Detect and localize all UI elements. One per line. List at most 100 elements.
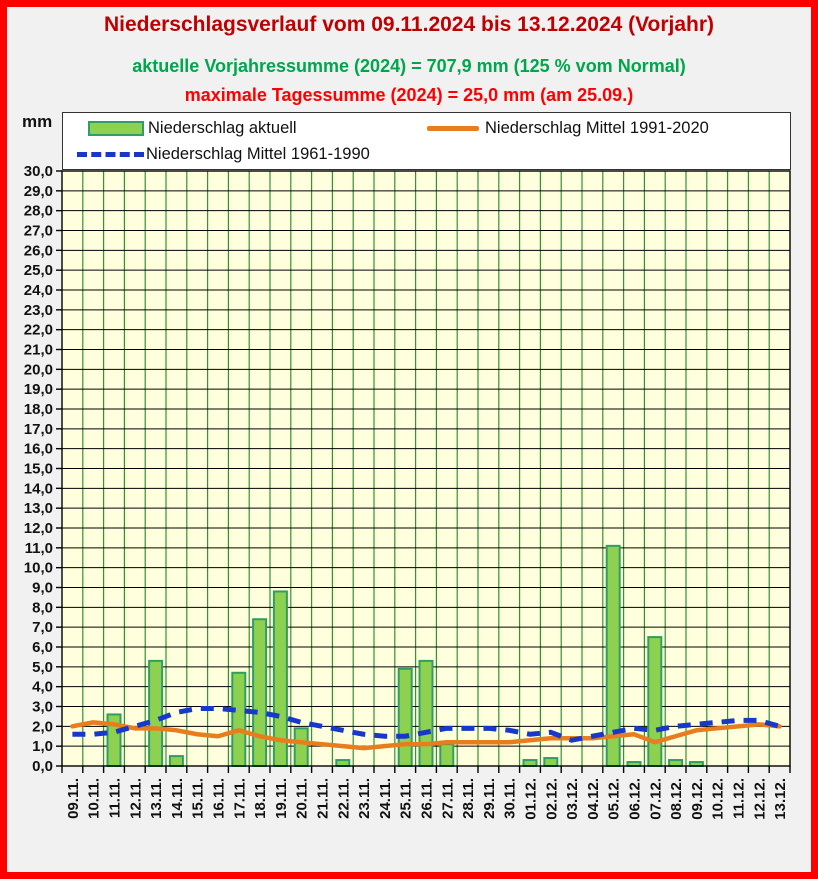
svg-text:2,0: 2,0 (32, 718, 53, 735)
bar (439, 743, 455, 768)
svg-text:03.12.: 03.12. (564, 778, 581, 820)
bar (397, 667, 413, 767)
svg-text:22.11.: 22.11. (335, 778, 352, 819)
svg-text:23,0: 23,0 (24, 302, 53, 319)
bar-swatch-icon (88, 121, 144, 136)
solid-line-swatch-icon (427, 126, 479, 131)
y-axis-labels: 0,0 1,0 2,0 3,0 4,0 5,0 6,0 7,0 8,0 9,0 10,0 11,0 12… (24, 163, 62, 775)
svg-text:26,0: 26,0 (24, 242, 53, 259)
svg-text:17.11.: 17.11. (231, 778, 248, 819)
bar (543, 757, 559, 767)
svg-text:26.11.: 26.11. (419, 778, 436, 819)
svg-text:15.11.: 15.11. (190, 778, 207, 819)
svg-text:23.11.: 23.11. (356, 778, 373, 819)
svg-text:6,0: 6,0 (32, 639, 53, 656)
svg-text:07.12.: 07.12. (647, 778, 664, 820)
svg-text:27.11.: 27.11. (439, 778, 456, 819)
bar (418, 659, 434, 768)
page-title: Niederschlagsverlauf vom 09.11.2024 bis … (103, 13, 715, 36)
svg-text:01.12.: 01.12. (523, 778, 540, 820)
svg-text:18.11.: 18.11. (252, 778, 269, 819)
legend: Niederschlag aktuell Niederschlag Mittel… (62, 112, 791, 170)
svg-text:15,0: 15,0 (24, 461, 53, 478)
svg-text:30,0: 30,0 (24, 163, 53, 180)
bar (668, 759, 684, 767)
bar (231, 671, 247, 767)
svg-text:12.12.: 12.12. (751, 778, 768, 820)
svg-text:14,0: 14,0 (24, 480, 53, 497)
mean-1991-2020-line (70, 720, 782, 751)
legend-item-mean-1991-2020: Niederschlag Mittel 1991-2020 (427, 119, 709, 138)
svg-text:11.12.: 11.12. (731, 778, 748, 819)
svg-text:25,0: 25,0 (24, 262, 53, 279)
svg-text:30.11.: 30.11. (502, 778, 519, 819)
svg-text:8,0: 8,0 (32, 599, 53, 616)
x-axis-labels: 09.11. 10.11. 11.11. 12.11. 13.11. 14.11. 15.1… (61, 766, 791, 820)
svg-text:28,0: 28,0 (24, 203, 53, 220)
legend-item-bars: Niederschlag aktuell (88, 119, 297, 138)
svg-text:09.11.: 09.11. (65, 778, 82, 819)
svg-text:04.12.: 04.12. (585, 778, 602, 820)
svg-text:12,0: 12,0 (24, 520, 53, 537)
svg-text:13.11.: 13.11. (148, 778, 165, 819)
bar (293, 727, 309, 767)
svg-text:18,0: 18,0 (24, 401, 53, 418)
svg-text:11,0: 11,0 (25, 540, 53, 557)
legend-item-mean-1961-1990: Niederschlag Mittel 1961-1990 (77, 145, 370, 164)
legend-label-mean-1961-1990: Niederschlag Mittel 1961-1990 (146, 145, 370, 163)
svg-text:27,0: 27,0 (24, 223, 53, 240)
svg-text:05.12.: 05.12. (606, 778, 623, 820)
svg-text:24.11.: 24.11. (377, 778, 394, 819)
svg-text:5,0: 5,0 (32, 659, 53, 676)
bars-group (106, 544, 704, 768)
mean-1961-1990-dashed-line (72, 705, 781, 743)
svg-text:13,0: 13,0 (24, 500, 53, 517)
svg-text:11.11.: 11.11. (107, 778, 124, 818)
bar (647, 636, 663, 767)
svg-text:28.11.: 28.11. (460, 778, 477, 819)
svg-text:4,0: 4,0 (32, 679, 53, 696)
bar (168, 755, 184, 767)
subtitle-year-sum: aktuelle Vorjahressumme (2024) = 707,9 m… (132, 56, 686, 76)
svg-text:0,0: 0,0 (32, 758, 53, 775)
bar (335, 759, 351, 767)
svg-text:10.11.: 10.11. (86, 778, 103, 819)
svg-text:3,0: 3,0 (32, 699, 53, 716)
svg-text:06.12.: 06.12. (627, 778, 644, 820)
svg-text:29.11.: 29.11. (481, 778, 498, 819)
svg-text:20,0: 20,0 (24, 361, 53, 378)
svg-text:21.11.: 21.11. (315, 778, 332, 819)
svg-text:16.11.: 16.11. (211, 778, 228, 819)
dashed-line-swatch-icon (77, 152, 144, 157)
svg-text:25.11.: 25.11. (398, 778, 415, 819)
svg-text:22,0: 22,0 (24, 322, 53, 339)
y-axis-unit-label: mm (22, 112, 53, 131)
svg-text:08.12.: 08.12. (668, 778, 685, 820)
svg-text:1,0: 1,0 (32, 738, 53, 755)
svg-text:16,0: 16,0 (24, 441, 53, 458)
svg-text:19.11.: 19.11. (273, 778, 290, 819)
svg-text:20.11.: 20.11. (294, 778, 311, 819)
svg-text:13.12.: 13.12. (772, 778, 789, 820)
svg-text:14.11.: 14.11. (169, 778, 186, 819)
svg-text:29,0: 29,0 (24, 183, 53, 200)
svg-text:09.12.: 09.12. (689, 778, 706, 820)
bar (148, 659, 164, 768)
subtitle-max-day: maximale Tagessumme (2024) = 25,0 mm (am… (184, 85, 634, 105)
svg-text:21,0: 21,0 (24, 342, 53, 359)
svg-text:19,0: 19,0 (24, 381, 53, 398)
svg-text:24,0: 24,0 (24, 282, 53, 299)
bar (522, 759, 538, 767)
svg-text:17,0: 17,0 (24, 421, 53, 438)
svg-text:10,0: 10,0 (24, 560, 53, 577)
bar (252, 618, 268, 767)
svg-text:10.12.: 10.12. (710, 778, 727, 820)
svg-text:02.12.: 02.12. (543, 778, 560, 820)
svg-text:12.11.: 12.11. (127, 778, 144, 819)
legend-label-bars: Niederschlag aktuell (148, 119, 297, 137)
svg-text:9,0: 9,0 (32, 580, 53, 597)
svg-text:7,0: 7,0 (32, 619, 53, 636)
legend-label-mean-1991-2020: Niederschlag Mittel 1991-2020 (485, 119, 709, 137)
